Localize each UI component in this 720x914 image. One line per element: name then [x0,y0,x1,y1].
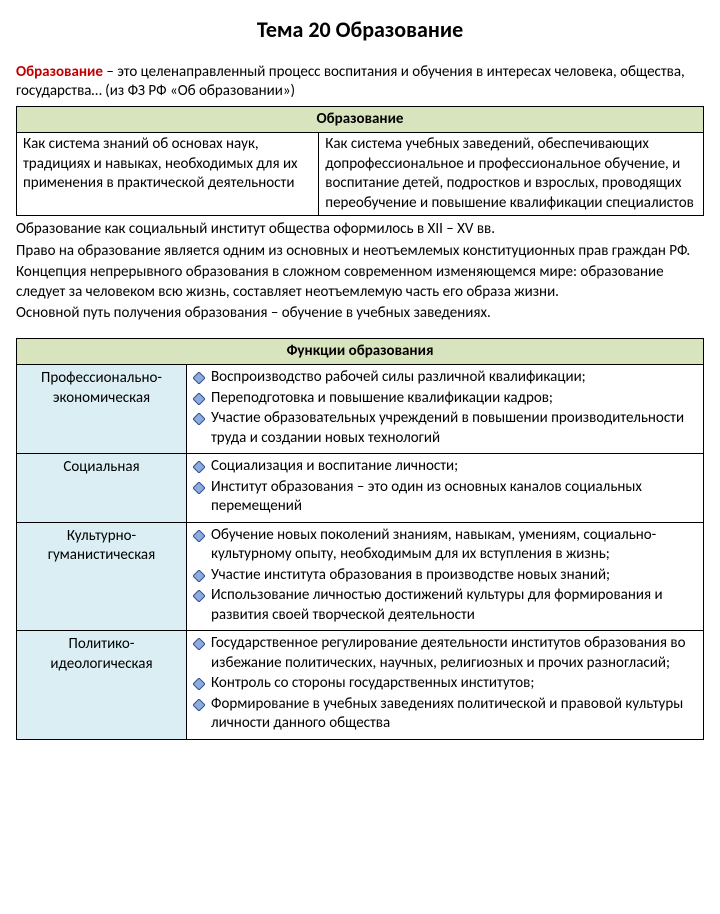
definition-line: Образование – это целенаправленный проце… [16,63,704,102]
function-name-line1: Политико- [69,635,135,653]
bullet-text: Участие института образования в производ… [211,566,699,586]
bullet-text: Государственное регулирование деятельнос… [211,634,699,673]
function-name-line2: экономическая [53,389,150,407]
table1-left-cell: Как система знаний об основах наук, трад… [17,133,319,216]
bullet-item: Формирование в учебных заведениях полити… [191,695,699,734]
diamond-icon [193,461,205,473]
function-body-cell: Государственное регулирование деятельнос… [187,631,704,740]
bullet-text: Воспроизводство рабочей силы различной к… [211,368,699,388]
function-name-line2: гуманистическая [48,546,155,564]
function-body-cell: Обучение новых поколений знаниям, навыка… [187,522,704,631]
paragraph: Концепция непрерывного образования в сло… [16,263,704,302]
bullet-text: Институт образования – это один из основ… [211,478,699,517]
paragraph: Основной путь получения образования – об… [16,304,704,324]
function-name-cell: Политико-идеологическая [17,631,187,740]
definition-text: – это целенаправленный процесс воспитани… [16,63,685,101]
table-education-system: Образование Как система знаний об основа… [16,106,704,217]
diamond-icon [193,393,205,405]
bullet-item: Государственное регулирование деятельнос… [191,634,699,673]
page-title: Тема 20 Образование [16,16,704,45]
paragraph-block: Образование как социальный институт обще… [16,216,704,338]
diamond-icon [193,590,205,602]
function-name-line1: Профессионально- [41,369,162,387]
definition-term: Образование [16,63,103,81]
table1-header: Образование [17,106,704,133]
table-functions: Функции образования Профессионально-экон… [16,338,704,740]
bullet-item: Обучение новых поколений знаниям, навыка… [191,526,699,565]
diamond-icon [193,372,205,384]
bullet-item: Участие института образования в производ… [191,566,699,586]
function-name-cell: Профессионально-экономическая [17,365,187,454]
bullet-text: Формирование в учебных заведениях полити… [211,695,699,734]
function-body-cell: Воспроизводство рабочей силы различной к… [187,365,704,454]
function-name-cell: Культурно-гуманистическая [17,522,187,631]
table1-right-cell: Как система учебных заведений, обеспечив… [319,133,704,216]
paragraph: Образование как социальный институт обще… [16,220,704,240]
paragraph: Право на образование является одним из о… [16,242,704,262]
bullet-item: Контроль со стороны государственных инст… [191,674,699,694]
function-name-line1: Культурно- [67,527,136,545]
bullet-item: Использование личностью достижений культ… [191,586,699,625]
bullet-item: Институт образования – это один из основ… [191,478,699,517]
function-name-cell: Социальная [17,454,187,523]
bullet-item: Участие образовательных учреждений в пов… [191,409,699,448]
bullet-text: Социализация и воспитание личности; [211,457,699,477]
function-name-line1: Социальная [63,458,139,476]
bullet-text: Обучение новых поколений знаниям, навыка… [211,526,699,565]
diamond-icon [193,482,205,494]
bullet-item: Воспроизводство рабочей силы различной к… [191,368,699,388]
bullet-text: Использование личностью достижений культ… [211,586,699,625]
function-name-line2: идеологическая [50,655,152,673]
diamond-icon [193,413,205,425]
bullet-text: Переподготовка и повышение квалификации … [211,389,699,409]
diamond-icon [193,678,205,690]
bullet-text: Участие образовательных учреждений в пов… [211,409,699,448]
function-body-cell: Социализация и воспитание личности;Инсти… [187,454,704,523]
diamond-icon [193,530,205,542]
diamond-icon [193,699,205,711]
diamond-icon [193,570,205,582]
bullet-text: Контроль со стороны государственных инст… [211,674,699,694]
bullet-item: Социализация и воспитание личности; [191,457,699,477]
diamond-icon [193,638,205,650]
table2-header: Функции образования [17,338,704,365]
bullet-item: Переподготовка и повышение квалификации … [191,389,699,409]
